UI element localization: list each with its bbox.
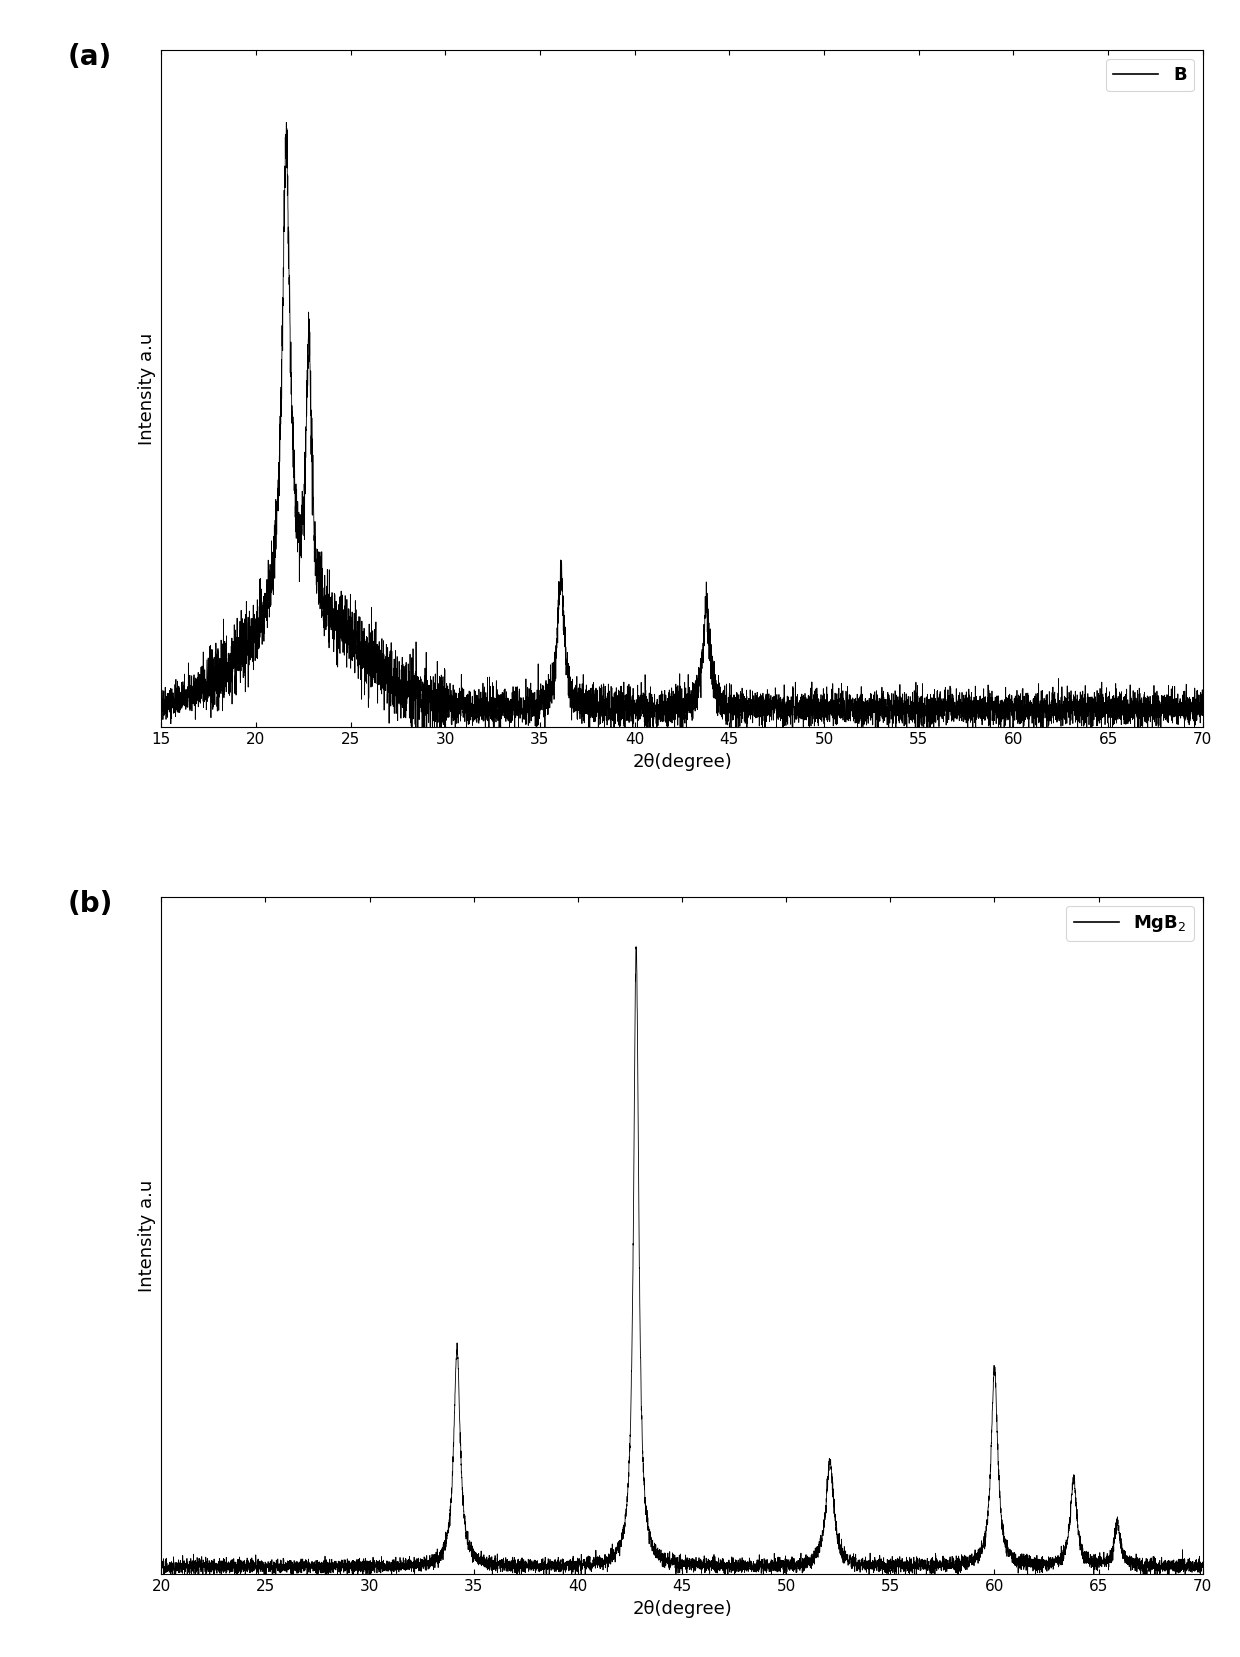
Text: (b): (b) (67, 890, 113, 918)
X-axis label: 2θ(degree): 2θ(degree) (632, 752, 732, 771)
Y-axis label: Intensity a.u: Intensity a.u (138, 1180, 156, 1291)
X-axis label: 2θ(degree): 2θ(degree) (632, 1599, 732, 1617)
Legend: MgB$_2$: MgB$_2$ (1066, 906, 1194, 941)
Legend: B: B (1106, 58, 1194, 91)
Y-axis label: Intensity a.u: Intensity a.u (138, 333, 156, 444)
Text: (a): (a) (67, 43, 112, 71)
